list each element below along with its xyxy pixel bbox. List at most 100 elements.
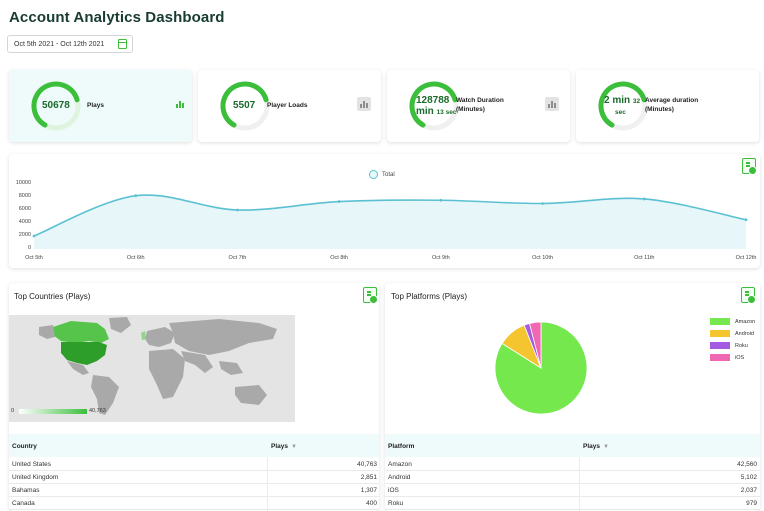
country-canada[interactable] [53, 321, 109, 343]
table-cell-plays: 42,560 [737, 461, 757, 468]
filter-icon[interactable]: ▼ [291, 444, 297, 450]
top-platforms-title: Top Platforms (Plays) [391, 292, 468, 301]
kpi-value: 5507 [233, 100, 256, 111]
calendar-icon[interactable] [118, 39, 127, 49]
x-tick-label: Oct 6th [126, 255, 145, 261]
country-india[interactable] [181, 351, 213, 373]
country-south-america[interactable] [91, 375, 119, 415]
table-cell-name: Amazon [388, 461, 412, 468]
table-cell-name: United Kingdom [12, 474, 59, 481]
kpi-card-watch-duration[interactable]: 128788 min 13 sec Watch Duration (Minute… [387, 70, 570, 142]
country-europe[interactable] [145, 327, 175, 347]
table-row[interactable]: Android 5,102 [385, 471, 760, 484]
bar-chart-icon[interactable] [545, 97, 559, 111]
kpi-card-average-duration[interactable]: 2 min 32 sec Average duration (Minutes) [576, 70, 759, 142]
plays-progress-ring [31, 81, 81, 131]
kpi-value-sub: 13 sec [436, 108, 457, 116]
country-africa[interactable] [149, 349, 185, 399]
table-row[interactable]: Amazon 42,560 [385, 458, 760, 471]
bar-chart-icon[interactable] [173, 97, 187, 111]
table-row[interactable]: United Kingdom 2,851 [9, 471, 379, 484]
legend-label: Android [735, 330, 754, 337]
country-australia[interactable] [235, 385, 267, 405]
export-icon[interactable] [363, 287, 378, 304]
kpi-card-player-loads[interactable]: 5507 Player Loads [198, 70, 381, 142]
table-row[interactable]: Roku 979 [385, 497, 760, 510]
trend-point[interactable] [236, 208, 239, 212]
table-cell-plays: 2,851 [360, 474, 377, 481]
filter-icon[interactable]: ▼ [603, 444, 609, 450]
y-tick-label: 2000 [18, 232, 31, 238]
x-tick-label: Oct 9th [431, 255, 450, 261]
trend-point[interactable] [134, 194, 138, 198]
plays-header-label: Plays [271, 443, 288, 450]
table-row[interactable]: United States 40,763 [9, 458, 379, 471]
table-cell-name: Roku [388, 500, 404, 507]
country-united-kingdom[interactable] [141, 331, 146, 340]
country-united-states[interactable] [61, 342, 107, 365]
table-cell-plays: 979 [746, 500, 757, 507]
trend-point[interactable] [642, 197, 646, 201]
kpi-value-main: 128788 [416, 95, 450, 106]
export-icon[interactable] [742, 158, 757, 175]
table-cell-plays: 40,763 [357, 461, 377, 468]
legend-swatch [710, 354, 730, 361]
kpi-card-plays[interactable]: 50678 Plays [9, 70, 192, 142]
kpi-label: Watch Duration (Minutes) [456, 97, 504, 113]
trend-point[interactable] [337, 200, 341, 203]
trend-area [34, 195, 746, 249]
chart-legend[interactable]: Total [369, 170, 395, 179]
top-countries-title: Top Countries (Plays) [14, 292, 91, 301]
x-tick-label: Oct 10th [532, 255, 553, 261]
platforms-table-header: Platform Plays ▼ [385, 434, 760, 457]
column-header-plays[interactable]: Plays ▼ [583, 443, 609, 450]
country-greenland[interactable] [109, 317, 131, 333]
trend-point[interactable] [439, 198, 443, 202]
legend-swatch [710, 330, 730, 337]
map-legend-gradient [19, 409, 87, 414]
table-cell-name: Canada [12, 500, 35, 507]
kpi-label: Player Loads [267, 102, 308, 109]
country-mexico[interactable] [67, 361, 89, 375]
table-row[interactable]: iOS 2,037 [385, 484, 760, 497]
plays-header-label: Plays [583, 443, 600, 450]
watch-duration-progress-ring [409, 81, 459, 131]
bar-chart-icon[interactable] [357, 97, 371, 111]
legend-label: Total [382, 171, 395, 178]
column-header-platform[interactable]: Platform [388, 443, 415, 450]
table-row[interactable]: Bahamas 1,307 [9, 484, 379, 497]
average-duration-progress-ring [598, 81, 648, 131]
legend-swatch [710, 342, 730, 349]
date-range-picker[interactable]: Oct 5th 2021 - Oct 12th 2021 [7, 35, 133, 53]
pie-legend-item[interactable]: Amazon [710, 318, 755, 325]
y-tick-label: 4000 [18, 219, 31, 225]
trend-point[interactable] [541, 202, 544, 205]
map-legend-max: 40,763 [89, 408, 106, 414]
pie-legend-item[interactable]: iOS [710, 354, 744, 361]
country-southeast-asia[interactable] [219, 361, 243, 375]
kpi-value: 128788 min 13 sec [416, 95, 457, 117]
column-header-plays[interactable]: Plays ▼ [271, 443, 297, 450]
table-row[interactable]: Canada 400 [9, 497, 379, 510]
legend-label: iOS [735, 354, 745, 361]
pie-slice-ios[interactable] [529, 321, 542, 369]
world-map[interactable] [9, 315, 295, 422]
x-tick-label: Oct 11th [634, 255, 655, 261]
trend-point[interactable] [744, 218, 748, 222]
country-alaska[interactable] [39, 325, 55, 339]
trend-point[interactable] [32, 234, 36, 238]
table-cell-plays: 400 [366, 500, 377, 507]
export-icon[interactable] [741, 287, 756, 304]
y-tick-label: 8000 [18, 193, 31, 199]
pie-legend-item[interactable]: Roku [710, 342, 748, 349]
pie-legend-item[interactable]: Android [710, 330, 754, 337]
kpi-value-sub-num: 32 [632, 98, 641, 105]
country-asia[interactable] [169, 319, 277, 355]
column-header-country[interactable]: Country [12, 443, 37, 450]
kpi-value-main: 2 min [604, 95, 631, 106]
page-title: Account Analytics Dashboard [9, 9, 225, 26]
table-cell-plays: 2,037 [740, 487, 757, 494]
legend-swatch [710, 318, 730, 325]
